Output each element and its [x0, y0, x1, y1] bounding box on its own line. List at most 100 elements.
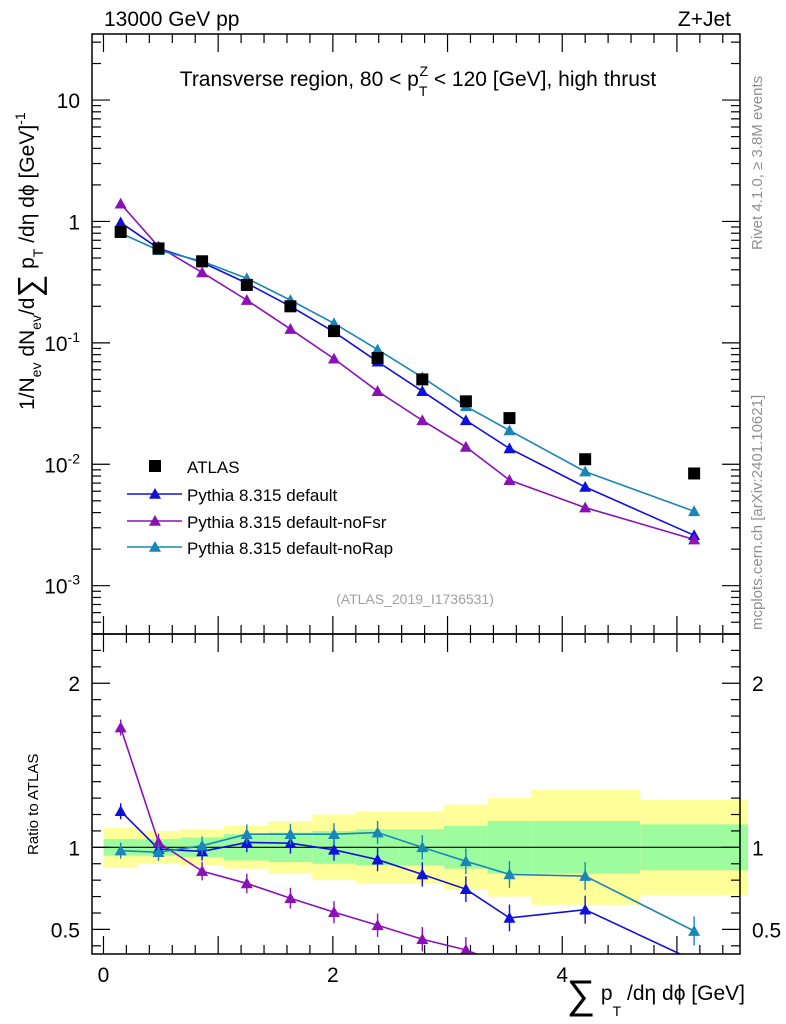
- series-point: [503, 442, 516, 454]
- ratio-y-axis-label: Ratio to ATLAS: [25, 754, 42, 855]
- ratio-point: [459, 855, 472, 867]
- ratio-point: [503, 868, 516, 880]
- series-point: [579, 465, 592, 477]
- series-line: [120, 203, 695, 541]
- ratio-point: [416, 868, 429, 880]
- ratio-point: [459, 883, 472, 894]
- series-point: [371, 385, 384, 396]
- chart-title: Transverse region, 80 < pTZ < 120 [GeV],…: [180, 63, 657, 99]
- atlas-data-point: [240, 278, 253, 291]
- ratio-point: [579, 903, 592, 915]
- atlas-data-point: [152, 242, 165, 255]
- analysis-id: (ATLAS_2019_I1736531): [336, 591, 494, 607]
- header-process-label: Z+Jet: [678, 8, 731, 31]
- series-point: [114, 216, 127, 228]
- ratio-point: [416, 933, 429, 945]
- axes-ticks: 10 1 10-1 10-2 10-3 0.5 0.5 1 1 2 2 0 2 4: [44, 34, 781, 987]
- ratio-tick-label-right: 1: [752, 837, 764, 860]
- rivet-side-label: Rivet 4.1.0, ≥ 3.8M events: [749, 76, 766, 250]
- legend-label: Pythia 8.315 default-noFsr: [187, 513, 387, 532]
- atlas-data-point: [327, 325, 340, 338]
- y-tick-exponent: -2: [68, 450, 81, 466]
- ratio-point: [284, 828, 297, 840]
- mcplots-side-label: mcplots.cern.ch [arXiv:2401.10621]: [749, 395, 766, 630]
- ratio-point: [240, 877, 253, 889]
- ratio-point: [114, 844, 127, 856]
- atlas-data-point: [196, 255, 209, 268]
- ratio-point: [152, 836, 165, 848]
- series-point: [688, 533, 701, 545]
- ratio-point: [240, 828, 253, 840]
- atlas-data-point: [114, 225, 127, 238]
- data-markers: [114, 197, 701, 545]
- atlas-data-point: [371, 352, 384, 365]
- atlas-data-point: [579, 453, 592, 466]
- series-point: [284, 323, 297, 334]
- legend-marker-atlas: [149, 460, 161, 472]
- ratio-tick-label-left: 2: [68, 673, 80, 696]
- atlas-data-point: [416, 373, 429, 386]
- ratio-point: [196, 839, 209, 851]
- y-tick-label: 1: [68, 211, 80, 234]
- legend-label-atlas: ATLAS: [187, 458, 240, 477]
- atlas-data-point: [503, 412, 516, 425]
- series-point: [416, 385, 429, 396]
- legend-label: Pythia 8.315 default-noRap: [187, 539, 393, 558]
- series-point: [240, 294, 253, 305]
- ratio-point: [327, 906, 340, 917]
- ratio-point: [688, 925, 701, 936]
- ratio-tick-label-right: 2: [752, 673, 764, 696]
- series-point: [579, 501, 592, 513]
- ratio-panel-frame: [91, 633, 741, 955]
- ratio-point: [152, 846, 165, 858]
- y-axis-label: 1/Nev dNev/d∑ pT /dη dϕ [GeV]-1: [11, 112, 47, 410]
- ratio-series-line: [120, 831, 695, 932]
- ratio-tick-label-left: 1: [68, 837, 80, 860]
- y-tick-label: 10-1: [44, 329, 80, 356]
- ratio-point: [416, 841, 429, 853]
- ratio-point: [114, 721, 127, 733]
- ratio-point: [371, 853, 384, 865]
- x-axis-label: ∑ pT /dη dϕ [GeV]: [567, 973, 745, 1019]
- y-tick-exponent: -1: [68, 329, 81, 345]
- ratio-tick-label-right: 0.5: [752, 919, 781, 942]
- series-point: [371, 343, 384, 355]
- atlas-data-point: [284, 300, 297, 313]
- series-point: [503, 474, 516, 485]
- series-line: [120, 232, 695, 513]
- atlas-data-point: [459, 395, 472, 408]
- series-point: [503, 424, 516, 436]
- series-point: [579, 480, 592, 492]
- y-tick-label: 10-2: [44, 450, 80, 477]
- ratio-point: [196, 865, 209, 876]
- ratio-point: [327, 828, 340, 840]
- atlas-data-point: [688, 467, 701, 480]
- ratio-point: [284, 892, 297, 904]
- ratio-point: [327, 843, 340, 855]
- ratio-point: [371, 826, 384, 838]
- series-point: [114, 197, 127, 209]
- series-lines: [114, 203, 701, 954]
- x-tick-label: 2: [327, 964, 339, 987]
- legend: ATLAS Pythia 8.315 default Pythia 8.315 de…: [127, 458, 393, 558]
- header-energy-label: 13000 GeV pp: [104, 8, 239, 31]
- legend-marker: [149, 541, 161, 552]
- ratio-series-group: [114, 719, 701, 954]
- series-point: [416, 414, 429, 426]
- ratio-point: [503, 911, 516, 923]
- series-point: [459, 414, 472, 426]
- y-tick-label: 10: [57, 90, 80, 113]
- ratio-series-line: [119, 727, 479, 954]
- ratio-point: [371, 919, 384, 931]
- ratio-point: [579, 870, 592, 881]
- ratio-tick-label-left: 0.5: [51, 919, 80, 942]
- ratio-point: [114, 805, 127, 817]
- legend-label: Pythia 8.315 default: [187, 486, 338, 505]
- y-tick-exponent: -3: [68, 572, 81, 588]
- x-tick-label: 4: [556, 964, 568, 987]
- legend-marker: [149, 488, 161, 499]
- ratio-series-line: [120, 810, 682, 954]
- legend-marker: [149, 515, 161, 526]
- series-point: [459, 440, 472, 452]
